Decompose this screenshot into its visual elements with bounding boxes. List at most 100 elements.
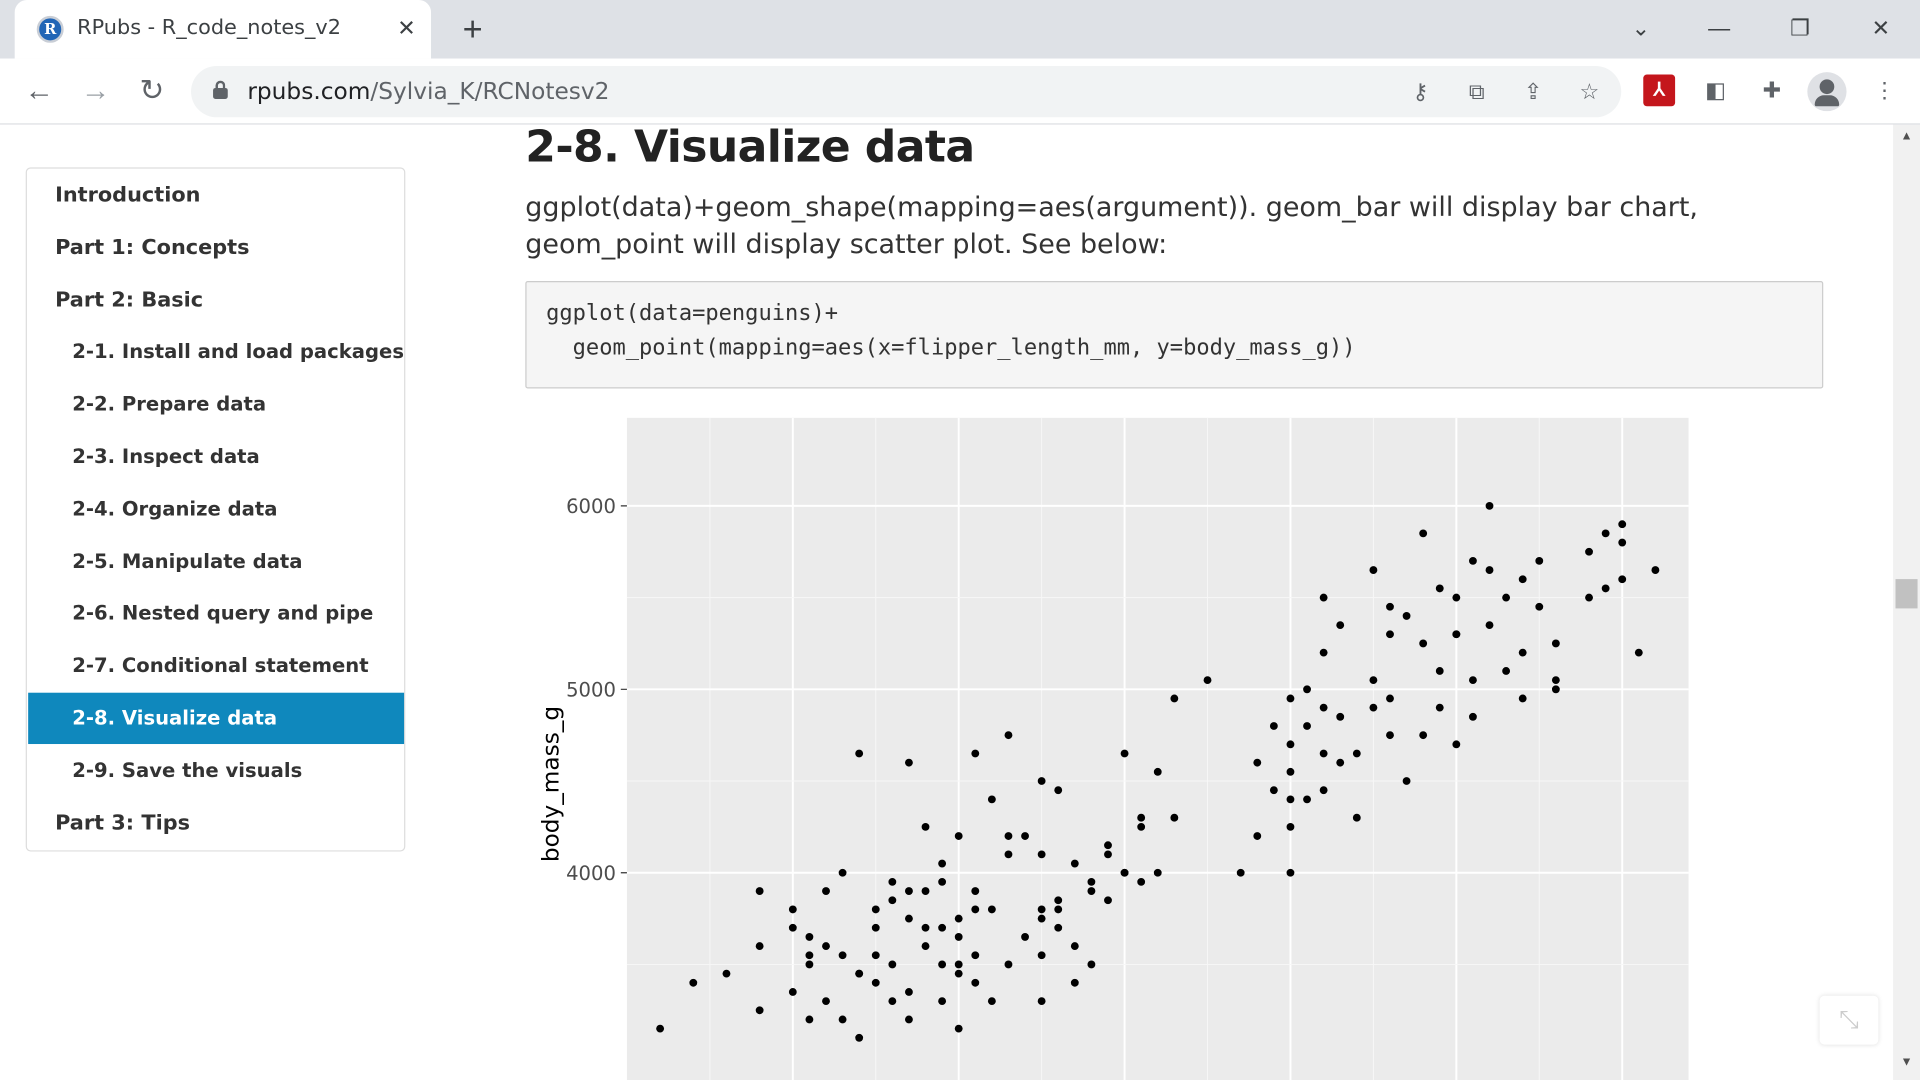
scroll-up-icon[interactable]: ▲ [1900, 129, 1913, 143]
toc-item[interactable]: 2-8. Visualize data [28, 692, 405, 745]
toc-item[interactable]: 2-7. Conditional statement [72, 653, 369, 678]
tab-search-icon[interactable]: ⌄ [1631, 15, 1651, 41]
toc-item[interactable]: 2-5. Manipulate data [72, 549, 303, 573]
data-point [954, 914, 963, 923]
data-point [1336, 758, 1345, 767]
data-point [805, 960, 814, 969]
data-point [1037, 850, 1046, 859]
data-point [855, 1033, 864, 1042]
toc-item[interactable]: 2-2. Prepare data [72, 392, 267, 416]
data-point [722, 969, 731, 978]
toc-item[interactable]: 2-6. Nested query and pipe [72, 601, 374, 625]
data-point [1386, 602, 1394, 611]
toc-item[interactable]: 2-3. Inspect data [72, 444, 260, 468]
collapse-icon[interactable]: ⤡ [1819, 995, 1879, 1045]
data-point [1369, 703, 1378, 712]
address-bar[interactable]: rpubs.com/Sylvia_K/RCNotesv2 ⚷ ⧉ ⇪ ☆ [191, 65, 1622, 118]
data-point [1037, 905, 1046, 914]
puzzle-icon[interactable]: ✚ [1762, 78, 1782, 103]
data-point [855, 969, 864, 978]
close-window-button[interactable]: ✕ [1871, 15, 1891, 41]
back-icon[interactable]: ← [24, 74, 54, 108]
data-point [921, 923, 930, 932]
toc-item[interactable]: 2-9. Save the visuals [72, 758, 303, 782]
data-point [1319, 648, 1328, 657]
toc-item[interactable]: Introduction [55, 183, 201, 208]
extension-icon[interactable]: ◧ [1705, 78, 1726, 103]
data-point [805, 951, 814, 960]
toc-item[interactable]: Part 3: Tips [55, 810, 191, 836]
data-point [954, 832, 963, 840]
table-of-contents: Introduction Part 1: Concepts Part 2: Basi… [25, 167, 406, 852]
data-point [788, 923, 797, 932]
data-point [905, 988, 913, 996]
share-icon[interactable]: ⇪ [1523, 79, 1543, 104]
active-tab[interactable]: R RPubs - R_code_notes_v2 ✕ [14, 0, 432, 59]
data-point [1253, 832, 1262, 840]
forward-icon[interactable]: → [80, 74, 111, 108]
vertical-scrollbar[interactable]: ▲ ▼ [1893, 124, 1920, 1080]
data-point [1419, 731, 1428, 740]
url-text[interactable]: rpubs.com/Sylvia_K/RCNotesv2 [247, 78, 609, 105]
data-point [1336, 712, 1345, 721]
data-point [1070, 942, 1079, 951]
new-tab-button[interactable]: + [462, 9, 483, 48]
profile-icon[interactable] [1807, 72, 1847, 112]
data-point [938, 877, 947, 886]
acrobat-icon[interactable]: ⅄ [1643, 74, 1676, 107]
translate-icon[interactable]: ⧉ [1468, 79, 1485, 104]
section-heading: 2-8. Visualize data [525, 124, 975, 173]
data-point [1369, 566, 1378, 574]
data-point [1087, 887, 1096, 895]
data-point [888, 960, 897, 969]
data-point [987, 905, 996, 914]
data-point [1087, 877, 1096, 886]
data-point [755, 942, 764, 951]
data-point [1618, 575, 1627, 584]
data-point [1634, 648, 1643, 657]
close-tab-icon[interactable]: ✕ [397, 15, 416, 41]
data-point [788, 905, 797, 914]
data-point [689, 978, 698, 987]
data-point [805, 933, 814, 941]
data-point [1004, 960, 1013, 969]
data-point [921, 822, 930, 831]
data-point [1286, 795, 1295, 804]
lock-icon[interactable] [213, 80, 228, 101]
data-point [1452, 630, 1461, 639]
menu-icon[interactable]: ⋮ [1873, 78, 1896, 103]
star-icon[interactable]: ☆ [1579, 79, 1600, 104]
data-point [1502, 593, 1511, 602]
data-point [1319, 786, 1328, 795]
data-point [1469, 712, 1477, 721]
data-point [905, 1015, 913, 1024]
data-point [938, 859, 947, 868]
reload-icon[interactable]: ↻ [139, 74, 165, 108]
data-point [1535, 556, 1544, 565]
data-point [1253, 758, 1262, 767]
data-point [1585, 547, 1593, 556]
data-point [1402, 777, 1411, 785]
toc-item[interactable]: Part 1: Concepts [55, 235, 250, 260]
data-point [954, 1024, 963, 1033]
code-block: ggplot(data=penguins)+ geom_point(mappin… [525, 280, 1824, 389]
toc-item[interactable]: Part 2: Basic [55, 287, 204, 313]
restore-button[interactable]: ❐ [1790, 15, 1810, 41]
data-point [1004, 832, 1013, 840]
code-line-1: ggplot(data=penguins)+ [546, 300, 839, 327]
scroll-down-icon[interactable]: ▼ [1900, 1055, 1913, 1070]
scroll-thumb[interactable] [1895, 579, 1918, 609]
data-point [1618, 538, 1627, 547]
data-point [1037, 997, 1046, 1006]
data-point [1485, 501, 1494, 510]
data-point [1502, 667, 1511, 675]
data-point [1601, 584, 1610, 593]
minimize-button[interactable]: — [1708, 15, 1731, 41]
url-path: /Sylvia_K/RCNotesv2 [370, 78, 610, 106]
toc-item[interactable]: 2-4. Organize data [72, 496, 278, 521]
data-point [1021, 832, 1029, 840]
data-point [871, 923, 880, 932]
key-icon[interactable]: ⚷ [1412, 79, 1429, 104]
toc-item[interactable]: 2-1. Install and load packages [72, 340, 404, 364]
scatter-plot: 4000 5000 6000 body_mass_g [537, 417, 1689, 1080]
